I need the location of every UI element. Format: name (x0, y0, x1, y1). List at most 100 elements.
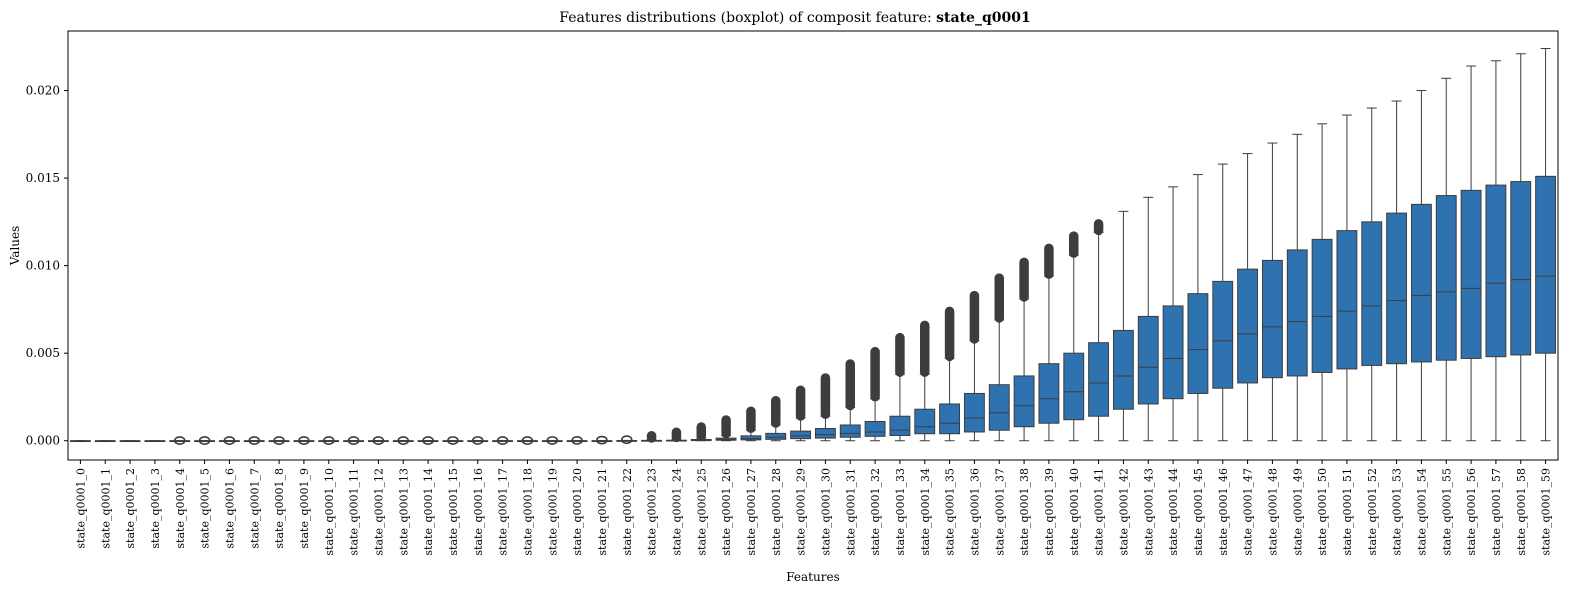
x-tick-label: state_q0001_4 (174, 468, 187, 549)
ticks-layer: state_q0001_0 state_q0001_1 state_q0001_2 s… (26, 84, 1553, 556)
box-state_q0001_12 (367, 436, 389, 445)
x-tick-label: state_q0001_52 (1366, 468, 1379, 556)
x-axis-label: Features (786, 570, 839, 584)
iqr-box (914, 408, 936, 435)
box-state_q0001_52 (1361, 107, 1383, 442)
iqr-box (1535, 175, 1557, 354)
x-tick-label: state_q0001_29 (795, 468, 808, 556)
iqr-box (1013, 375, 1035, 428)
box-state_q0001_2 (119, 440, 141, 443)
box-state_q0001_20 (566, 435, 588, 445)
x-tick-label: state_q0001_3 (149, 468, 162, 549)
x-tick-label: state_q0001_7 (248, 468, 261, 549)
iqr-box (1237, 268, 1259, 384)
iqr-box (988, 384, 1010, 431)
box-state_q0001_9 (293, 436, 315, 445)
iqr-box (1261, 259, 1283, 379)
box-state_q0001_44 (1162, 186, 1184, 442)
y-axis-label: Values (8, 226, 22, 267)
x-tick-label: state_q0001_5 (199, 468, 212, 549)
box-state_q0001_58 (1510, 53, 1532, 442)
box-state_q0001_56 (1460, 65, 1482, 442)
iqr-box (1187, 293, 1209, 394)
box-state_q0001_51 (1336, 114, 1358, 442)
box-state_q0001_45 (1187, 174, 1209, 442)
box-state_q0001_22 (616, 435, 638, 445)
box-state_q0001_7 (243, 436, 265, 445)
boxes-layer (69, 48, 1557, 445)
x-tick-label: state_q0001_11 (348, 468, 361, 556)
box-state_q0001_41 (1088, 219, 1110, 442)
x-tick-label: state_q0001_34 (919, 468, 932, 556)
iqr-box (963, 392, 985, 433)
iqr-box (939, 403, 961, 435)
x-tick-label: state_q0001_10 (323, 468, 336, 556)
x-tick-label: state_q0001_55 (1440, 468, 1453, 556)
x-tick-label: state_q0001_38 (1018, 468, 1031, 556)
box-state_q0001_8 (268, 436, 290, 445)
iqr-box (1137, 315, 1159, 405)
iqr-box (1063, 352, 1085, 421)
iqr-box (1311, 238, 1333, 373)
y-tick-label: 0.020 (26, 84, 60, 98)
box-state_q0001_16 (467, 436, 489, 445)
x-tick-label: state_q0001_56 (1465, 468, 1478, 556)
x-tick-label: state_q0001_53 (1391, 468, 1404, 556)
x-tick-label: state_q0001_8 (273, 468, 286, 549)
iqr-box (814, 427, 836, 439)
box-state_q0001_59 (1535, 48, 1557, 442)
box-state_q0001_10 (318, 436, 340, 445)
box-state_q0001_43 (1137, 196, 1159, 442)
box-state_q0001_21 (591, 435, 613, 445)
x-tick-label: state_q0001_49 (1291, 468, 1304, 556)
x-tick-label: state_q0001_13 (397, 468, 410, 556)
iqr-box (864, 420, 886, 437)
x-tick-label: state_q0001_17 (497, 468, 510, 556)
plot-frame (67, 30, 1559, 461)
box-state_q0001_42 (1112, 210, 1134, 442)
box-state_q0001_13 (392, 436, 414, 445)
chart-title-feature: state_q0001 (936, 10, 1031, 26)
x-tick-label: state_q0001_19 (546, 468, 559, 556)
x-tick-label: state_q0001_22 (621, 468, 634, 556)
x-tick-label: state_q0001_58 (1515, 468, 1528, 556)
box-state_q0001_23 (641, 430, 663, 443)
box-state_q0001_30 (814, 373, 836, 442)
iqr-box (1112, 329, 1134, 410)
box-state_q0001_5 (194, 436, 216, 445)
x-tick-label: state_q0001_27 (745, 468, 758, 556)
x-tick-label: state_q0001_33 (894, 468, 907, 556)
x-tick-label: state_q0001_59 (1540, 468, 1553, 556)
x-tick-label: state_q0001_30 (819, 468, 832, 556)
box-state_q0001_17 (492, 436, 514, 445)
box-state_q0001_35 (939, 306, 961, 442)
box-state_q0001_49 (1286, 133, 1308, 442)
iqr-box (1460, 189, 1482, 359)
outlier-marker (596, 435, 608, 445)
iqr-box (790, 430, 812, 440)
box-state_q0001_40 (1063, 231, 1085, 442)
iqr-box (1386, 212, 1408, 365)
x-tick-label: state_q0001_54 (1415, 468, 1428, 556)
box-state_q0001_25 (690, 422, 712, 442)
chart-title-prefix: Features distributions (boxplot) of comp… (559, 10, 936, 26)
box-state_q0001_0 (69, 440, 91, 443)
x-tick-label: state_q0001_25 (695, 468, 708, 556)
x-tick-label: state_q0001_37 (993, 468, 1006, 556)
box-state_q0001_19 (541, 436, 563, 445)
x-tick-label: state_q0001_18 (521, 468, 534, 556)
x-tick-label: state_q0001_23 (646, 468, 659, 556)
box-state_q0001_48 (1261, 142, 1283, 442)
iqr-box (1162, 305, 1184, 400)
box-state_q0001_31 (839, 359, 861, 442)
box-state_q0001_38 (1013, 257, 1035, 442)
x-tick-label: state_q0001_39 (1043, 468, 1056, 556)
box-state_q0001_47 (1237, 153, 1259, 442)
box-state_q0001_32 (864, 346, 886, 442)
x-tick-label: state_q0001_20 (571, 468, 584, 556)
iqr-box (1038, 363, 1060, 424)
iqr-box (1286, 249, 1308, 377)
x-tick-label: state_q0001_21 (596, 468, 609, 556)
chart-title: Features distributions (boxplot) of comp… (559, 10, 1030, 26)
